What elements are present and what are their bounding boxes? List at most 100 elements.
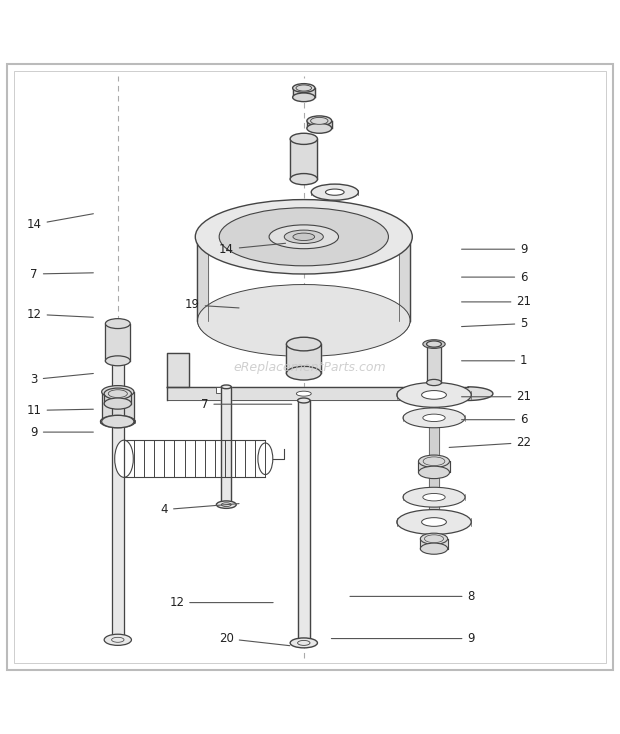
Ellipse shape xyxy=(104,388,131,399)
Polygon shape xyxy=(427,344,441,382)
Ellipse shape xyxy=(198,285,410,357)
Polygon shape xyxy=(429,382,439,550)
Ellipse shape xyxy=(290,134,317,145)
Ellipse shape xyxy=(221,503,231,506)
Polygon shape xyxy=(307,121,332,128)
Ellipse shape xyxy=(104,634,131,645)
Ellipse shape xyxy=(298,177,310,181)
Polygon shape xyxy=(298,401,310,643)
Text: 8: 8 xyxy=(350,590,475,603)
Ellipse shape xyxy=(298,641,310,645)
Text: 9: 9 xyxy=(331,632,475,645)
Ellipse shape xyxy=(258,443,273,475)
Ellipse shape xyxy=(100,415,135,428)
Text: 22: 22 xyxy=(449,436,531,449)
Ellipse shape xyxy=(422,390,446,399)
Ellipse shape xyxy=(112,358,123,363)
Ellipse shape xyxy=(284,230,324,244)
Ellipse shape xyxy=(112,637,124,642)
Ellipse shape xyxy=(420,533,448,545)
Ellipse shape xyxy=(105,356,130,366)
Polygon shape xyxy=(468,387,493,401)
Ellipse shape xyxy=(313,118,326,123)
Text: 7: 7 xyxy=(30,267,94,280)
Polygon shape xyxy=(399,237,410,321)
Ellipse shape xyxy=(286,337,321,351)
Ellipse shape xyxy=(296,391,311,396)
Polygon shape xyxy=(418,461,449,473)
Ellipse shape xyxy=(429,381,439,385)
Ellipse shape xyxy=(286,366,321,380)
Ellipse shape xyxy=(112,358,124,363)
Text: 12: 12 xyxy=(27,308,94,321)
Polygon shape xyxy=(290,139,317,179)
Ellipse shape xyxy=(427,391,441,396)
Ellipse shape xyxy=(397,382,471,407)
Ellipse shape xyxy=(208,289,399,352)
Ellipse shape xyxy=(105,319,130,329)
Ellipse shape xyxy=(298,137,310,142)
Ellipse shape xyxy=(112,419,124,424)
Ellipse shape xyxy=(326,189,344,195)
Ellipse shape xyxy=(296,85,312,91)
Ellipse shape xyxy=(269,225,339,249)
Ellipse shape xyxy=(427,341,441,347)
Ellipse shape xyxy=(423,457,445,465)
Ellipse shape xyxy=(296,370,311,377)
Ellipse shape xyxy=(104,398,131,409)
Ellipse shape xyxy=(422,517,446,526)
Text: 6: 6 xyxy=(461,271,528,283)
Ellipse shape xyxy=(298,398,310,403)
Ellipse shape xyxy=(428,537,440,541)
Ellipse shape xyxy=(423,493,445,501)
Text: 7: 7 xyxy=(201,398,292,411)
Ellipse shape xyxy=(423,340,445,349)
Ellipse shape xyxy=(311,184,358,200)
Ellipse shape xyxy=(311,117,328,124)
Ellipse shape xyxy=(108,390,127,398)
Text: 14: 14 xyxy=(219,243,286,255)
Ellipse shape xyxy=(102,415,134,428)
Ellipse shape xyxy=(216,501,236,509)
Ellipse shape xyxy=(293,93,315,101)
Ellipse shape xyxy=(423,414,445,421)
Ellipse shape xyxy=(307,123,332,134)
Ellipse shape xyxy=(293,84,315,92)
Ellipse shape xyxy=(418,466,449,479)
Text: 9: 9 xyxy=(30,426,94,439)
Ellipse shape xyxy=(290,173,317,185)
Ellipse shape xyxy=(115,440,133,477)
Ellipse shape xyxy=(221,503,231,506)
Text: 5: 5 xyxy=(461,317,528,330)
Polygon shape xyxy=(104,393,131,404)
Ellipse shape xyxy=(221,385,231,389)
Ellipse shape xyxy=(110,418,125,425)
Text: 3: 3 xyxy=(30,373,94,386)
Ellipse shape xyxy=(403,408,465,428)
Text: 6: 6 xyxy=(461,413,528,426)
Polygon shape xyxy=(167,387,468,401)
Text: 21: 21 xyxy=(461,295,531,308)
Polygon shape xyxy=(420,539,448,548)
Ellipse shape xyxy=(397,509,471,534)
Ellipse shape xyxy=(418,455,449,468)
Text: 4: 4 xyxy=(161,503,239,516)
Polygon shape xyxy=(105,324,130,361)
Polygon shape xyxy=(112,361,124,640)
Ellipse shape xyxy=(296,341,311,347)
Text: 19: 19 xyxy=(185,299,239,311)
Text: 1: 1 xyxy=(461,355,528,367)
Ellipse shape xyxy=(219,208,388,266)
Ellipse shape xyxy=(293,233,315,241)
Ellipse shape xyxy=(307,116,332,126)
Text: eReplacementParts.com: eReplacementParts.com xyxy=(234,360,386,374)
Ellipse shape xyxy=(425,535,443,542)
Ellipse shape xyxy=(110,389,125,395)
Text: 14: 14 xyxy=(27,214,94,231)
Ellipse shape xyxy=(300,86,308,90)
Ellipse shape xyxy=(420,543,448,554)
Ellipse shape xyxy=(110,390,125,397)
Bar xyxy=(216,387,227,393)
Ellipse shape xyxy=(112,321,123,326)
Text: 21: 21 xyxy=(461,390,531,403)
